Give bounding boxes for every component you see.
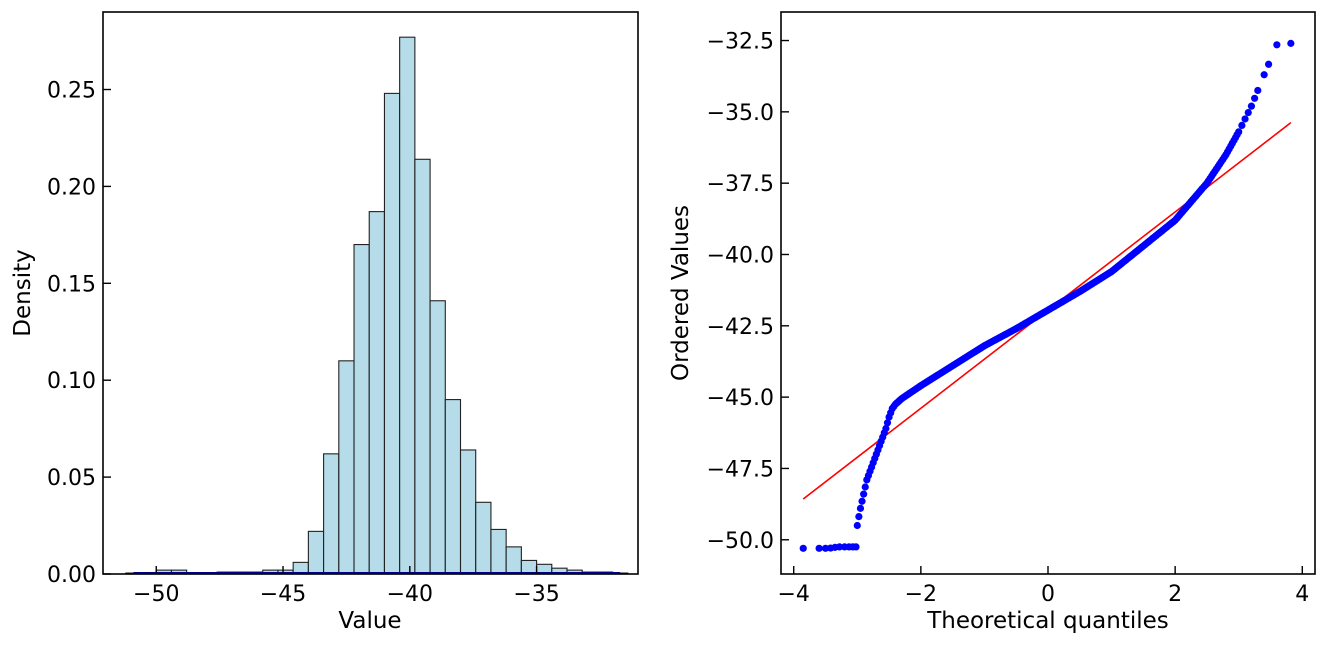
histogram-bar	[368, 211, 385, 575]
qq-point	[799, 544, 807, 552]
qq-point	[1260, 71, 1268, 79]
qq-point	[1238, 121, 1246, 129]
y-tick-label: −42.5	[707, 315, 774, 340]
qq-points	[799, 39, 1295, 552]
histogram-bar	[459, 449, 477, 575]
qq-point	[861, 483, 869, 491]
histogram-x-axis-title: Value	[338, 608, 401, 634]
x-tick-label: −4	[777, 582, 809, 607]
histogram-panel: −50 −45 −40 −35 0.00 0.05 0.10 0.15 0.20 0.25 Va…	[10, 11, 639, 634]
y-tick-label: −37.5	[707, 172, 774, 197]
qq-point	[1247, 102, 1256, 110]
qq-point	[856, 504, 865, 512]
qq-point	[821, 544, 830, 552]
qq-point	[835, 543, 844, 551]
qq-point	[1235, 128, 1243, 136]
y-tick-label: 0.25	[47, 79, 96, 104]
qq-point	[1241, 115, 1249, 123]
y-tick-label: 0.20	[47, 175, 96, 200]
histogram-bar	[444, 399, 462, 575]
qq-point	[853, 521, 861, 530]
qq-point	[855, 512, 863, 521]
histogram-y-ticks: 0.00 0.05 0.10 0.15 0.20 0.25	[47, 79, 111, 588]
histogram-bar	[414, 158, 431, 575]
histogram-y-axis-title: Density	[10, 249, 36, 336]
y-tick-label: −32.5	[707, 30, 774, 55]
y-tick-label: 0.00	[47, 563, 96, 588]
y-tick-label: −40.0	[707, 243, 774, 268]
histogram-bar	[307, 530, 325, 575]
x-tick-label: −45	[260, 582, 306, 607]
x-tick-label: −40	[387, 582, 433, 607]
qq-x-axis-title: Theoretical quantiles	[926, 608, 1169, 634]
histogram-x-ticks: −50 −45 −40 −35	[133, 566, 560, 607]
qq-point	[883, 419, 892, 427]
x-tick-label: 4	[1295, 582, 1309, 607]
histogram-bar	[383, 92, 401, 575]
qq-point	[858, 497, 866, 505]
x-tick-label: −35	[513, 582, 559, 607]
histogram-bar	[353, 244, 370, 575]
qq-point	[1254, 86, 1262, 95]
y-tick-label: −50.0	[707, 529, 774, 554]
y-tick-label: 0.15	[47, 272, 96, 297]
histogram-bar	[475, 501, 492, 575]
qq-point	[815, 544, 823, 552]
x-tick-label: 2	[1168, 582, 1182, 607]
qq-point	[1244, 108, 1252, 117]
qq-y-ticks: −50.0 −47.5 −45.0 −42.5 −40.0 −37.5 −35.0 −32.5	[707, 30, 789, 554]
y-tick-label: −45.0	[707, 386, 774, 411]
x-tick-label: −2	[905, 582, 937, 607]
histogram-bar	[505, 546, 522, 575]
x-tick-label: 0	[1041, 582, 1055, 607]
y-tick-label: 0.10	[47, 369, 96, 394]
y-tick-label: −47.5	[707, 457, 774, 482]
qq-point	[1287, 39, 1295, 47]
histogram-bar	[338, 360, 355, 575]
qq-axes-frame	[780, 11, 1316, 575]
qq-x-ticks: −4 −2 0 2 4	[777, 566, 1309, 607]
y-tick-label: 0.05	[47, 466, 96, 491]
histogram-bar	[429, 300, 446, 575]
qq-point	[882, 424, 890, 433]
qq-point	[852, 543, 860, 551]
histogram-axes-frame	[102, 11, 639, 575]
histogram-bar	[399, 36, 416, 575]
probability-plot-panel: −4 −2 0 2 4 −50.0 −47.5 −45.0 −42.5 −40.0 −37.5 −3…	[668, 11, 1316, 634]
qq-point	[1251, 94, 1259, 102]
histogram-bar	[323, 453, 340, 575]
x-tick-label: −50	[133, 582, 179, 607]
qq-point	[1264, 60, 1273, 68]
qq-point	[860, 490, 868, 498]
qq-y-axis-title: Ordered Values	[668, 205, 694, 381]
histogram-bars	[125, 36, 629, 575]
y-tick-label: −35.0	[707, 101, 774, 126]
qq-point	[1273, 41, 1281, 49]
histogram-bar	[490, 528, 507, 575]
histogram-bar	[520, 559, 538, 575]
